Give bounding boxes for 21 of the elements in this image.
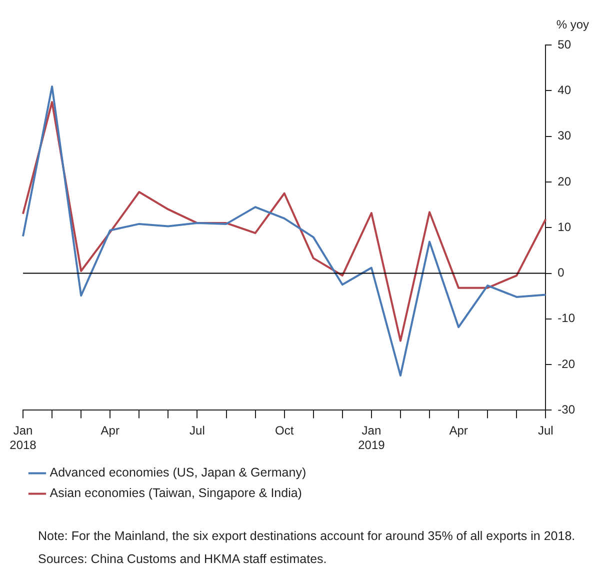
source-note: Sources: China Customs and HKMA staff estimates. bbox=[38, 551, 328, 568]
x-tick-label: Apr bbox=[449, 424, 468, 438]
x-tick-label: Apr bbox=[100, 424, 120, 438]
y-tick-label: 10 bbox=[558, 220, 572, 234]
y-tick-label: 40 bbox=[558, 82, 572, 97]
x-tick-label: Jul bbox=[538, 424, 554, 438]
y-tick-label: 0 bbox=[558, 266, 565, 280]
y-tick-label: 50 bbox=[558, 37, 572, 52]
x-tick-label: Jan 2019 bbox=[358, 424, 386, 452]
legend-label: Asian economies (Taiwan, Singapore & India) bbox=[50, 486, 302, 500]
y-tick-label: 30 bbox=[558, 128, 572, 143]
y-tick-label: -20 bbox=[558, 356, 576, 371]
text: Note: For the Mainland, the six export destinations account for around 35% of all exports in 2018. bbox=[38, 528, 576, 545]
y-tick-label: -30 bbox=[558, 402, 576, 417]
y-tick-label: 20 bbox=[558, 174, 572, 188]
x-tick-label: Jan 2018 bbox=[10, 424, 37, 452]
x-tick-label: Jul bbox=[190, 424, 205, 438]
legend-label: Advanced economies (US, Japan & Germany) bbox=[50, 466, 306, 480]
y-axis-title: % yoy bbox=[556, 17, 589, 32]
x-tick-label: Oct bbox=[274, 424, 294, 438]
y-tick-label: -10 bbox=[558, 311, 576, 326]
